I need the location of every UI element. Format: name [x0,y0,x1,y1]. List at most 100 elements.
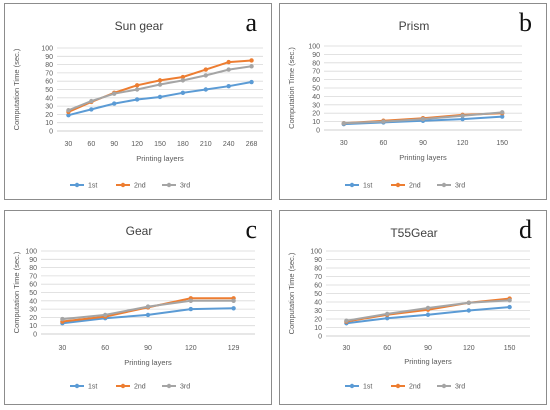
chart-svg-d: T55Gear0102030405060708090100Computation… [287,226,530,391]
data-point [231,298,236,303]
y-axis-label: Computation Time (sec.) [287,252,296,334]
x-tick-label: 60 [380,140,388,147]
legend-label: 2nd [409,183,421,190]
x-tick-label: 120 [131,141,143,148]
chart-panel-d: T55Gear 0 10 20 30 40 50 60 70 80 90 100 Computation… [279,210,547,405]
data-point [231,306,236,311]
data-point [425,312,431,317]
data-point [344,318,349,323]
data-point [157,82,163,87]
legend-swatch-marker [166,182,172,188]
panel-letter-a: a [245,8,257,37]
data-point [226,67,231,72]
legend-swatch-marker [120,182,126,188]
data-point [385,315,390,321]
legend-label: 2nd [409,384,421,391]
x-tick-label: 268 [246,141,258,148]
data-point [89,107,94,112]
data-point [188,306,193,312]
data-point [507,304,512,310]
x-tick-label: 60 [383,345,391,352]
y-tick-label: 0 [318,334,322,341]
legend-label: 2nd [134,183,146,190]
x-tick-label: 30 [340,140,348,147]
y-tick-label: 60 [45,79,53,86]
y-tick-label: 50 [312,86,320,93]
data-point [385,311,390,317]
y-tick-label: 100 [25,249,37,256]
data-point [203,87,208,92]
y-tick-label: 30 [45,104,53,111]
x-tick-label: 90 [144,345,152,352]
y-tick-label: 10 [312,119,320,126]
y-tick-label: 90 [45,54,53,61]
legend-swatch-marker [120,383,126,389]
data-point [203,73,208,78]
y-tick-label: 70 [312,69,320,76]
x-tick-label: 90 [424,345,432,352]
y-tick-label: 10 [314,325,322,332]
data-point [145,312,151,318]
chart-panel-b: Prism 0 10 20 30 40 50 60 70 80 90 100 Computation T… [279,3,547,200]
data-point [466,300,471,306]
legend-label: 1st [363,384,372,391]
y-tick-label: 80 [312,60,320,67]
y-axis-label: Computation Time (sec.) [12,251,21,333]
y-tick-label: 60 [29,282,37,289]
data-point [180,90,186,96]
x-axis-label: Printing layers [124,358,172,367]
y-tick-label: 10 [29,323,37,330]
chart-title: Gear [126,224,153,238]
x-tick-label: 120 [463,345,475,352]
x-tick-label: 150 [496,140,508,147]
legend-label: 1st [88,384,97,391]
y-tick-label: 30 [29,307,37,314]
chart-title: Prism [399,19,430,33]
y-tick-label: 60 [312,77,320,84]
legend-label: 1st [363,183,372,190]
legend-label: 3rd [180,384,190,391]
chart-panel-a: Sun gear 0 10 20 30 40 50 60 70 80 90 100 Computatio… [4,3,272,200]
data-point [226,59,231,65]
y-tick-label: 50 [45,87,53,94]
y-tick-label: 20 [312,111,320,118]
y-tick-label: 30 [312,102,320,109]
y-tick-label: 100 [310,249,322,256]
y-tick-label: 100 [41,46,53,53]
y-axis-label: Computation Time (sec.) [287,47,296,129]
x-tick-label: 60 [101,345,109,352]
data-point [425,305,431,311]
x-tick-label: 120 [185,345,197,352]
data-point [249,79,254,85]
data-point [89,98,94,104]
data-point [112,91,117,96]
y-tick-label: 80 [45,62,53,69]
legend-label: 2nd [134,384,146,391]
data-point [60,316,65,322]
y-tick-label: 70 [45,70,53,77]
y-axis-label: Computation Time (sec.) [12,48,21,130]
y-tick-label: 90 [314,257,322,264]
legend-swatch-marker [441,182,447,188]
data-point [180,78,186,83]
data-point [66,108,71,113]
y-tick-label: 40 [45,95,53,102]
data-point [507,298,512,303]
x-tick-label: 180 [177,141,189,148]
y-tick-label: 0 [316,128,320,135]
y-tick-label: 30 [314,308,322,315]
y-tick-label: 80 [29,265,37,272]
x-axis-label: Printing layers [404,357,452,366]
x-tick-label: 30 [343,345,351,352]
data-point [420,116,426,122]
data-point [381,119,386,124]
y-tick-label: 60 [314,283,322,290]
data-point [145,304,151,309]
data-point [466,308,471,313]
x-tick-label: 90 [419,140,427,147]
x-tick-label: 30 [59,345,67,352]
legend-swatch-marker [74,182,80,188]
legend-label: 3rd [455,183,465,190]
legend-swatch-marker [74,383,80,389]
